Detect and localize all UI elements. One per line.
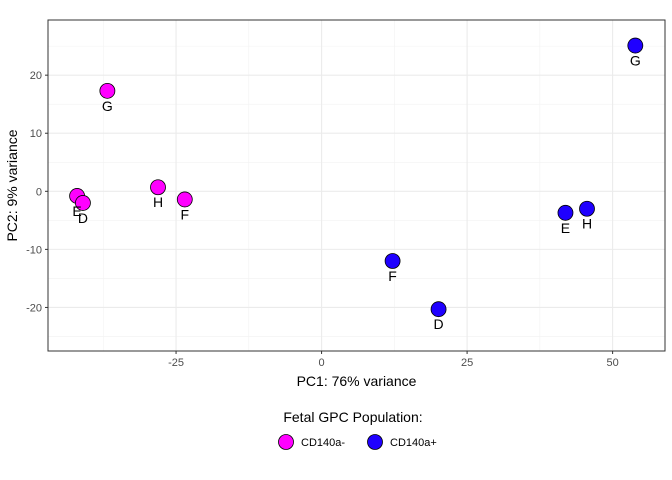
data-point [99, 82, 116, 99]
x-tick-label: 25 [461, 357, 473, 369]
x-tick-label: 0 [319, 357, 325, 369]
y-tick-label: -20 [26, 302, 42, 314]
legend-label: CD140a- [301, 437, 345, 449]
data-point [430, 301, 447, 318]
data-point [627, 37, 644, 54]
legend-title: Fetal GPC Population: [283, 409, 422, 425]
point-label: E [561, 220, 570, 236]
legend-label: CD140a+ [390, 437, 437, 449]
y-axis-ticks: -20 -10 0 10 20 [26, 70, 48, 314]
x-tick-label: -25 [168, 357, 184, 369]
y-tick-label: 10 [30, 128, 42, 140]
data-point [176, 191, 193, 208]
data-point [384, 253, 401, 269]
legend-key [278, 434, 294, 450]
point-label: H [582, 216, 592, 232]
x-axis-ticks: -25 0 25 50 [168, 351, 619, 369]
y-tick-label: 20 [30, 70, 42, 82]
legend-items: CD140a- CD140a+ [278, 434, 437, 450]
major-gridlines [48, 20, 665, 351]
x-tick-label: 50 [606, 357, 618, 369]
point-label: D [78, 210, 88, 226]
panel-border [47, 19, 666, 352]
legend: Fetal GPC Population: CD140a- CD140a+ [278, 409, 437, 450]
point-label: F [388, 268, 397, 284]
point-label: G [630, 53, 641, 69]
x-axis-title: PC1: 76% variance [297, 373, 417, 389]
point-label: H [153, 194, 163, 210]
data-point [150, 179, 166, 196]
point-label: E [72, 203, 81, 219]
point-label: G [102, 98, 113, 114]
y-tick-label: 0 [36, 186, 42, 198]
data-point [557, 204, 574, 221]
data-point [579, 200, 595, 217]
legend-key [367, 434, 383, 450]
y-tick-label: -10 [26, 244, 42, 256]
data-point [75, 195, 91, 211]
y-axis-title: PC2: 9% variance [4, 129, 20, 241]
point-label: F [181, 206, 190, 222]
point-label: D [434, 316, 444, 332]
data-points [69, 37, 644, 318]
